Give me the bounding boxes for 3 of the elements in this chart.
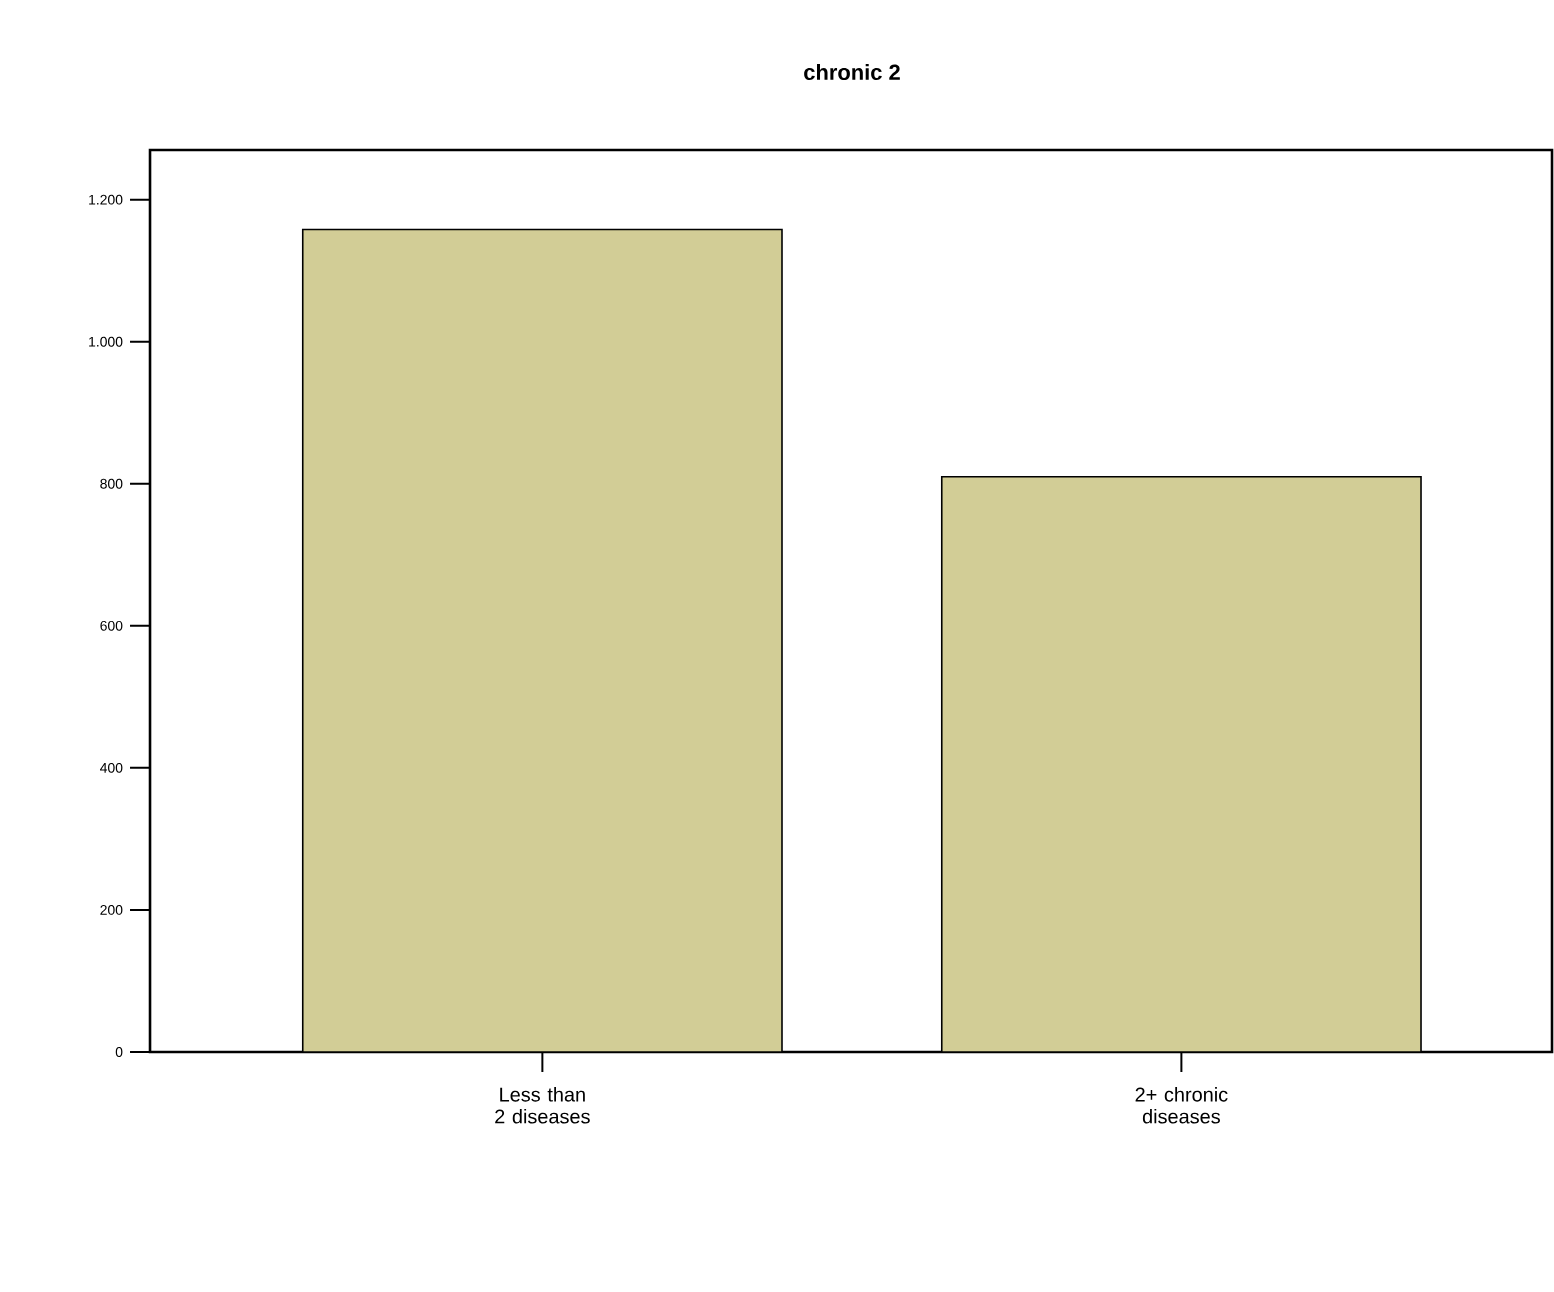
chart-title: chronic 2 [804, 63, 900, 81]
x-tick-label: Less than 2 diseases [495, 1087, 590, 1124]
x-tick-label: 2+ chronic diseases [1135, 1087, 1228, 1124]
